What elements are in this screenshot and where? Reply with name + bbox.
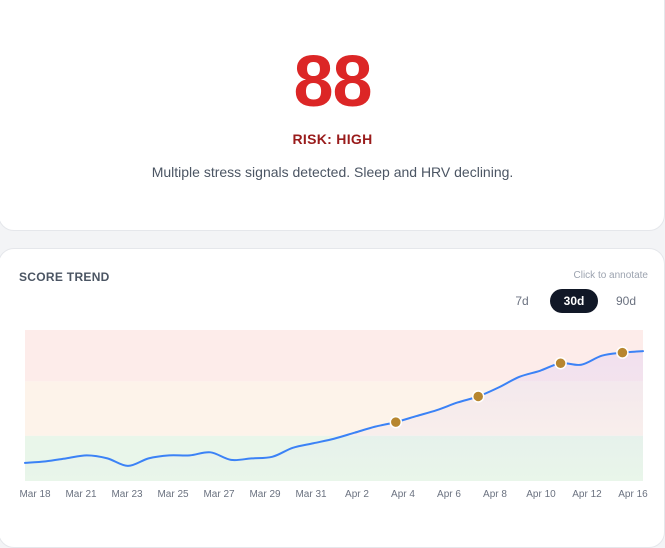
series-area (25, 351, 643, 481)
annotation-marker[interactable] (616, 346, 629, 359)
annotation-marker[interactable] (389, 415, 403, 429)
x-tick-label: Apr 6 (437, 489, 461, 500)
x-tick-label: Mar 21 (65, 489, 97, 500)
annotate-hint: Click to annotate (573, 270, 649, 281)
x-tick-label: Mar 25 (157, 489, 189, 500)
annotation-marker[interactable] (471, 390, 485, 403)
x-tick-label: Apr 16 (618, 489, 648, 500)
score-trend-title: SCORE TREND (19, 270, 110, 284)
series-line (24, 350, 644, 467)
x-tick-label: Mar 29 (249, 489, 281, 500)
x-tick-label: Apr 4 (391, 489, 415, 500)
range-tabs: 7d 30d 90d (498, 289, 650, 313)
risk-level-label: RISK: HIGH (292, 131, 373, 147)
x-tick-label: Mar 18 (19, 489, 51, 500)
risk-description: Multiple stress signals detected. Sleep … (151, 164, 514, 180)
x-tick-label: Apr 10 (526, 489, 556, 500)
x-tick-label: Apr 2 (345, 489, 369, 500)
score-trend-chart[interactable]: Mar 18 Mar 21 Mar 23 Mar 25 Mar 27 Mar 29 Mar … (0, 0, 665, 532)
tab-90d[interactable]: 90d (615, 294, 637, 308)
risk-score-card: 88 RISK: HIGH Multiple stress signals de… (0, 0, 665, 231)
tab-7d[interactable]: 7d (515, 294, 529, 308)
annotation-marker[interactable] (554, 356, 567, 370)
x-tick-label: Apr 12 (572, 489, 602, 500)
tab-30d[interactable]: 30d (550, 289, 598, 313)
risk-score-value: 88 (293, 42, 372, 122)
x-tick-label: Mar 31 (295, 489, 327, 500)
x-tick-label: Mar 27 (203, 489, 235, 500)
x-tick-label: Mar 23 (111, 489, 143, 500)
x-tick-label: Apr 8 (483, 489, 507, 500)
